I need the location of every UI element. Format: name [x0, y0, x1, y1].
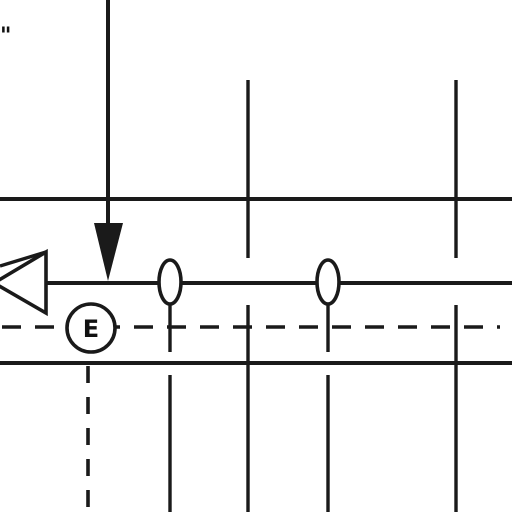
element-tag-label: E — [83, 315, 99, 343]
oval-symbol-2-icon — [315, 258, 341, 306]
element-tag-circle-icon — [65, 302, 117, 354]
triangle-symbol-icon — [0, 248, 48, 317]
arrowhead-down-icon — [94, 223, 123, 281]
oval-symbol-1-icon — [157, 258, 183, 306]
triangle-edge-top — [0, 250, 47, 268]
edge-text: " — [0, 24, 12, 49]
